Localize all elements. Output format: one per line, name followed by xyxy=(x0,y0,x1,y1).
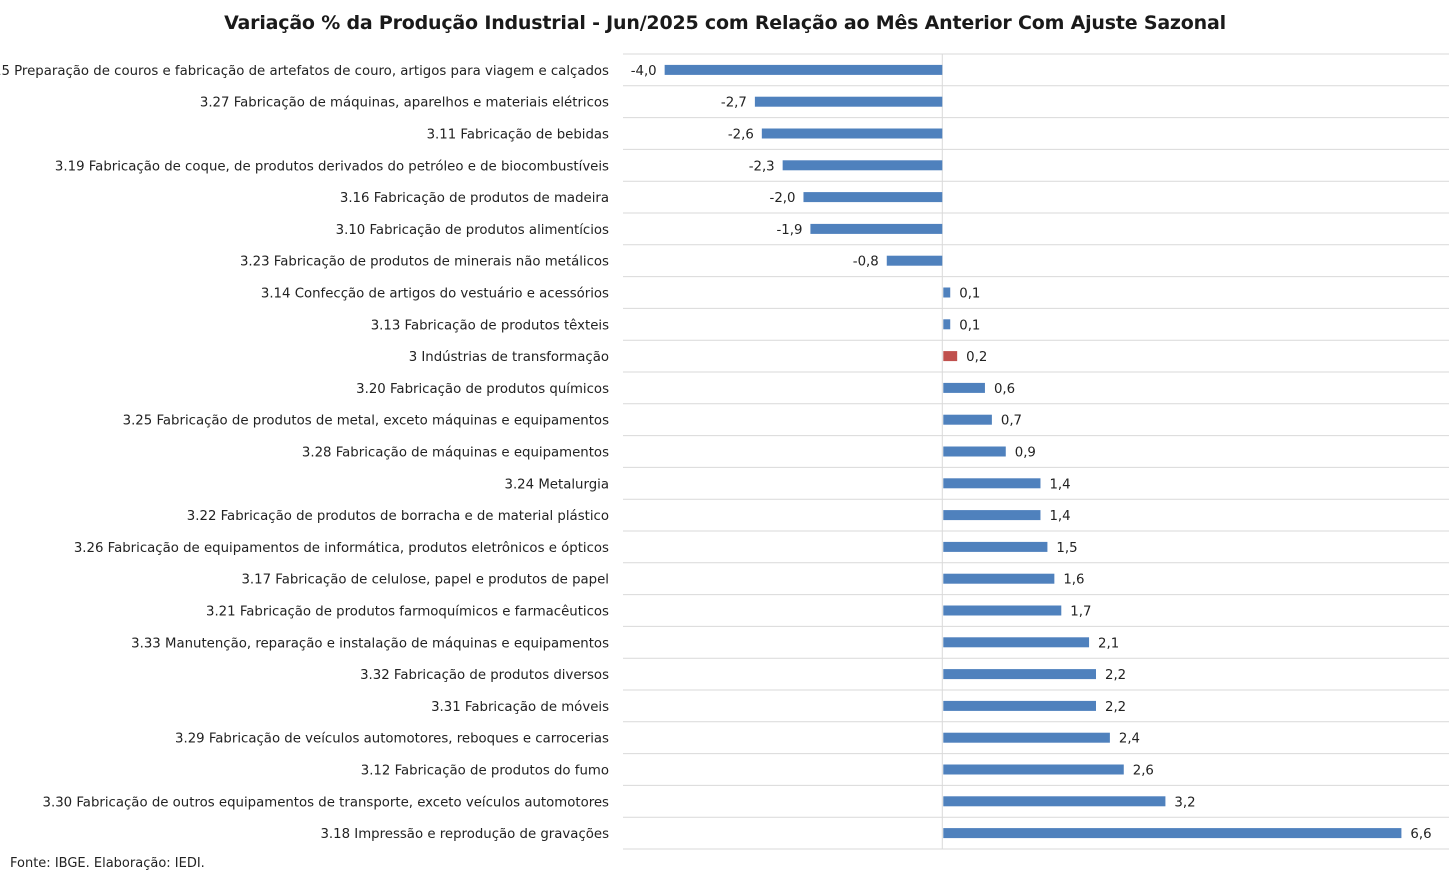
data-label: 0,2 xyxy=(966,350,987,365)
bar xyxy=(943,382,985,393)
category-label: 3.25 Fabricação de produtos de metal, ex… xyxy=(123,413,609,429)
bar xyxy=(943,541,1048,552)
category-label: 3.31 Fabricação de móveis xyxy=(431,699,609,715)
data-label: 1,4 xyxy=(1049,477,1070,492)
bar xyxy=(943,605,1062,616)
data-label: -2,0 xyxy=(770,191,796,206)
bar xyxy=(664,64,943,75)
data-label: -2,3 xyxy=(749,159,775,174)
data-label: -1,9 xyxy=(776,223,802,238)
data-label: 2,1 xyxy=(1098,636,1119,651)
category-label: 3.19 Fabricação de coque, de produtos de… xyxy=(55,158,609,174)
source-note: Fonte: IBGE. Elaboração: IEDI. xyxy=(10,856,205,871)
data-label: 2,2 xyxy=(1105,668,1126,683)
bar xyxy=(810,223,943,234)
category-label: 3.11 Fabricação de bebidas xyxy=(427,128,609,143)
bar xyxy=(943,764,1124,775)
data-label: 1,4 xyxy=(1049,509,1070,524)
bar xyxy=(943,828,1402,839)
bar xyxy=(943,796,1166,807)
data-label: 6,6 xyxy=(1410,827,1431,842)
data-label: 3,2 xyxy=(1174,795,1195,810)
data-label: -0,8 xyxy=(853,255,879,270)
category-label: 3.23 Fabricação de produtos de minerais … xyxy=(240,254,609,270)
data-label: 2,6 xyxy=(1133,764,1154,779)
bar xyxy=(943,446,1006,457)
bar xyxy=(943,478,1041,489)
data-label: -4,0 xyxy=(631,64,657,79)
data-label: -2,6 xyxy=(728,128,754,143)
category-label: 3.20 Fabricação de produtos químicos xyxy=(356,381,609,397)
category-label: 3.30 Fabricação de outros equipamentos d… xyxy=(43,794,610,810)
bar xyxy=(754,96,943,107)
category-label: 3.21 Fabricação de produtos farmoquímico… xyxy=(206,604,609,620)
category-labels: 3.15 Preparação de couros e fabricação d… xyxy=(0,64,609,842)
gridlines xyxy=(623,53,1449,850)
data-label: 0,1 xyxy=(959,287,980,302)
bar xyxy=(943,669,1096,680)
category-label: 3.22 Fabricação de produtos de borracha … xyxy=(187,508,609,524)
value-labels: -4,0 -2,7 -2,6 -2,3 -2,0 -1,9 -0,8 0,1 0,1 0,2 0,6… xyxy=(631,64,1432,842)
category-label: 3 Indústrias de transformação xyxy=(409,349,609,365)
bar xyxy=(761,128,943,139)
category-label: 3.17 Fabricação de celulose, papel e pro… xyxy=(241,573,609,588)
data-label: 2,4 xyxy=(1119,732,1140,747)
category-label: 3.33 Manutenção, reparação e instalação … xyxy=(131,635,609,651)
category-label: 3.16 Fabricação de produtos de madeira xyxy=(340,191,609,206)
category-label: 3.18 Impressão e reprodução de gravações xyxy=(320,827,609,842)
bar xyxy=(943,287,951,298)
bar xyxy=(943,510,1041,521)
data-label: 1,6 xyxy=(1063,573,1084,588)
chart-title: Variação % da Produção Industrial - Jun/… xyxy=(224,12,1226,34)
category-label: 3.32 Fabricação de produtos diversos xyxy=(360,668,609,683)
category-label: 3.14 Confecção de artigos do vestuário e… xyxy=(261,286,609,302)
data-label: 0,1 xyxy=(959,318,980,333)
bars xyxy=(664,64,1402,839)
data-label: 0,9 xyxy=(1015,446,1036,461)
category-label: 3.12 Fabricação de produtos do fumo xyxy=(361,764,609,779)
category-label: 3.24 Metalurgia xyxy=(505,477,610,492)
category-label: 3.27 Fabricação de máquinas, aparelhos e… xyxy=(200,95,609,111)
bar xyxy=(943,351,958,362)
data-label: -2,7 xyxy=(721,96,747,111)
bar xyxy=(886,255,943,266)
bar xyxy=(943,573,1055,584)
category-label: 3.26 Fabricação de equipamentos de infor… xyxy=(74,540,609,556)
bar xyxy=(943,414,992,425)
bar xyxy=(943,319,951,330)
category-label: 3.13 Fabricação de produtos têxteis xyxy=(371,317,609,333)
data-label: 1,7 xyxy=(1070,605,1091,620)
category-label: 3.15 Preparação de couros e fabricação d… xyxy=(0,64,609,79)
category-label: 3.29 Fabricação de veículos automotores,… xyxy=(175,731,609,747)
bar xyxy=(782,160,943,171)
data-label: 1,5 xyxy=(1056,541,1077,556)
category-label: 3.28 Fabricação de máquinas e equipament… xyxy=(302,445,609,461)
category-label: 3.10 Fabricação de produtos alimentícios xyxy=(336,222,609,238)
data-label: 0,7 xyxy=(1001,414,1022,429)
bar xyxy=(943,732,1110,743)
bar xyxy=(803,192,943,203)
data-label: 2,2 xyxy=(1105,700,1126,715)
data-label: 0,6 xyxy=(994,382,1015,397)
bar xyxy=(943,637,1090,648)
bar xyxy=(943,700,1096,711)
